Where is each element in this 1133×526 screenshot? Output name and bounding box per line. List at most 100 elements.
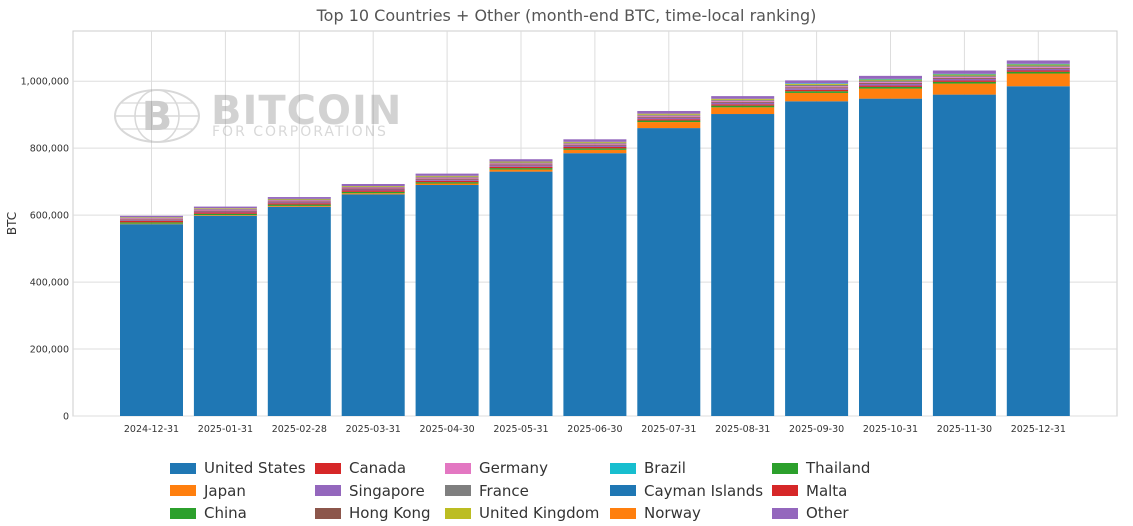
legend-item: China [170, 502, 247, 524]
bar-segment [711, 102, 775, 105]
chart-title: Top 10 Countries + Other (month-end BTC,… [316, 6, 817, 25]
bar-segment [1006, 64, 1070, 66]
bar-segment [193, 215, 257, 416]
bar-segment [859, 81, 922, 83]
bar-segment [785, 92, 849, 102]
bar-segment [415, 182, 479, 184]
bar-segment [932, 80, 996, 82]
bar-segment [859, 88, 922, 99]
bar-segment [267, 199, 331, 201]
legend-item: Hong Kong [315, 502, 431, 524]
stacked-bar-chart: 0 200,000 400,000 600,000 800,000 1,000,000 20… [5, 30, 1118, 435]
bar-segment [1006, 63, 1070, 65]
bar-segment [1006, 70, 1070, 72]
bar-segment [563, 145, 627, 148]
bar-segment [711, 101, 775, 103]
y-tick-label: 0 [63, 412, 69, 423]
bar-segment [415, 185, 479, 416]
bar-segment [267, 204, 331, 206]
bar-segment [932, 77, 996, 79]
bar-segment [341, 187, 405, 189]
bar-segment [193, 208, 257, 210]
bar-segment [415, 173, 479, 176]
legend-label: Brazil [644, 459, 686, 477]
bar-segment [563, 144, 627, 146]
bar-segment [637, 116, 701, 118]
bar-segment [932, 73, 996, 75]
y-tick-label: 600,000 [30, 211, 69, 222]
legend-label: United States [204, 459, 306, 477]
bar-segment [341, 183, 405, 187]
bar-segment [267, 206, 331, 416]
x-tick-label: 2025-02-28 [272, 424, 327, 435]
x-tick-label: 2025-01-31 [198, 424, 253, 435]
bar-segment [785, 89, 849, 92]
legend-swatch [610, 462, 636, 474]
bar-segment [341, 191, 405, 194]
x-tick-label: 2025-05-31 [493, 424, 548, 435]
bar-segment [341, 186, 405, 188]
bar-segment [637, 114, 701, 116]
bar-segment [637, 111, 701, 114]
legend-label: Singapore [349, 481, 425, 500]
bar-segment [120, 220, 183, 221]
bar-segment [859, 80, 922, 82]
x-tick-label: 2025-03-31 [346, 424, 401, 435]
bar-segment [563, 148, 627, 150]
bar-segment [563, 141, 627, 143]
legend-swatch [445, 507, 471, 519]
bar-segment [120, 222, 183, 224]
watermark-main-text: BITCOIN [211, 88, 403, 134]
x-tick-label: 2025-07-31 [641, 424, 696, 435]
x-tick-label: 2025-06-30 [567, 424, 622, 435]
legend-label: Germany [479, 459, 548, 477]
bar-segment [120, 218, 183, 220]
legend-label: France [479, 481, 529, 500]
y-axis-label: BTC [5, 212, 19, 235]
bitcoin-logo-icon: B [114, 89, 200, 143]
bar-segment [637, 128, 701, 416]
legend-label: Cayman Islands [644, 481, 764, 500]
bar-segment [785, 87, 849, 89]
bar-segment [859, 85, 922, 87]
legend-item: France [445, 480, 529, 502]
bar-segment [711, 107, 775, 115]
bar-segment [489, 171, 553, 416]
x-tick-label: 2025-04-30 [419, 424, 474, 435]
bar-segment [415, 178, 479, 180]
bitcoin-for-corporations-watermark: B BITCOIN FOR CORPORATIONS [113, 86, 413, 146]
legend-item: Japan [170, 480, 246, 502]
y-tick-label: 800,000 [30, 144, 69, 155]
bar-segment [489, 166, 553, 169]
bar-segment [267, 200, 331, 202]
y-tick-label: 1,000,000 [21, 77, 69, 88]
y-tick-label: 400,000 [30, 278, 69, 289]
bar-segment [859, 86, 922, 89]
bar-segment [1006, 73, 1070, 87]
bar-segment [193, 215, 257, 216]
bar-segment [785, 86, 849, 88]
bar-segment [637, 120, 701, 123]
bar-segment [711, 98, 775, 100]
bar-segment [415, 176, 479, 178]
legend-item: Brazil [610, 457, 686, 479]
legend-item: Germany [445, 457, 548, 479]
bar-segment [637, 117, 701, 120]
bar-segment [563, 147, 627, 149]
bar-segment [267, 202, 331, 204]
bar-segment [637, 115, 701, 117]
legend-label: Malta [806, 481, 848, 500]
legend-swatch [170, 485, 196, 496]
bar-segment [193, 209, 257, 211]
legend-label: Thailand [806, 459, 871, 477]
bar-segment [415, 175, 479, 177]
x-tick-label: 2025-10-31 [863, 424, 918, 435]
bar-segment [785, 84, 849, 87]
bar-segment [341, 190, 405, 192]
legend-item: Other [772, 502, 849, 524]
bar-segment [267, 201, 331, 203]
bar-segment [193, 210, 257, 212]
legend-swatch [610, 507, 636, 519]
bar-segment [932, 83, 996, 95]
bar-segment [637, 122, 701, 129]
